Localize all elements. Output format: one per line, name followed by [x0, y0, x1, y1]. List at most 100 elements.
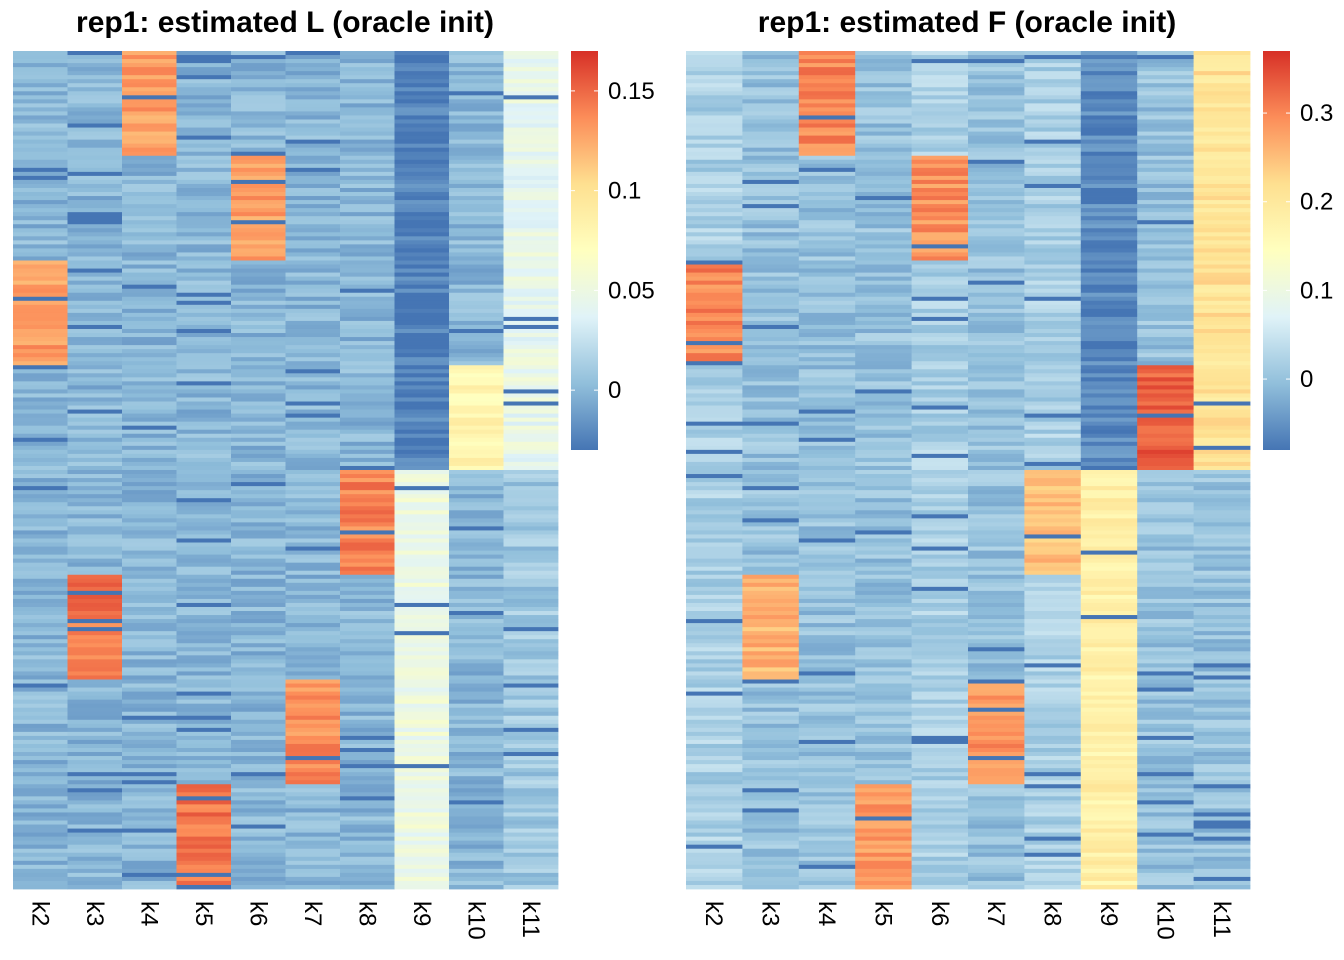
heatmap-cell [911, 659, 969, 664]
heatmap-cell [449, 558, 504, 564]
heatmap-cell [449, 784, 504, 789]
heatmap-cell [67, 99, 123, 104]
heatmap-cell [285, 478, 341, 483]
heatmap-cell [1193, 429, 1251, 435]
heatmap-cell [1193, 675, 1251, 680]
heatmap-cell [1137, 465, 1194, 471]
heatmap-cell [67, 75, 123, 80]
heatmap-cell [742, 151, 800, 157]
heatmap-cell [176, 429, 232, 435]
heatmap-cell [122, 397, 177, 402]
heatmap-cell [1080, 574, 1138, 580]
heatmap-cell [449, 465, 504, 471]
heatmap-cell [968, 95, 1025, 100]
heatmap-cell [968, 212, 1025, 217]
heatmap-cell [285, 453, 341, 459]
heatmap-cell [1080, 880, 1138, 886]
heatmap-cell [911, 482, 969, 487]
heatmap-cell [742, 175, 800, 181]
heatmap-cell [1024, 71, 1082, 76]
heatmap-cell [340, 67, 395, 72]
heatmap-cell [1193, 478, 1251, 483]
heatmap-cell [231, 192, 286, 197]
heatmap-cell [176, 401, 232, 406]
heatmap-cell [968, 623, 1025, 628]
heatmap-cell [503, 397, 559, 402]
heatmap-cell [13, 171, 68, 177]
heatmap-cell [340, 171, 395, 177]
heatmap-cell [122, 284, 177, 290]
heatmap-cell [176, 792, 232, 797]
heatmap-cell [449, 413, 504, 419]
heatmap-cell [686, 635, 743, 640]
heatmap-cell [686, 308, 743, 314]
heatmap-cell [855, 868, 912, 874]
heatmap-cell [968, 413, 1025, 419]
heatmap-cell [394, 723, 450, 729]
heatmap-cell [67, 288, 123, 294]
heatmap-cell [911, 107, 969, 112]
heatmap-cell [968, 417, 1025, 423]
heatmap-cell [176, 558, 232, 564]
heatmap-cell [1024, 272, 1082, 278]
heatmap-cell [231, 752, 286, 757]
heatmap-cell [1193, 139, 1251, 145]
heatmap-cell [1193, 449, 1251, 455]
heatmap-cell [686, 627, 743, 632]
heatmap-cell [176, 244, 232, 249]
heatmap-cell [968, 75, 1025, 80]
heatmap-cell [67, 776, 123, 781]
heatmap-cell [503, 163, 559, 169]
heatmap-cell [798, 204, 856, 209]
chart-title-l: rep1: estimated L (oracle init) [76, 6, 494, 39]
heatmap-cell [968, 159, 1025, 165]
heatmap-cell [1137, 518, 1194, 523]
heatmap-cell [855, 675, 912, 680]
heatmap-cell [968, 498, 1025, 503]
heatmap-cell [1137, 324, 1194, 330]
heatmap-cell [968, 711, 1025, 717]
heatmap-cell [67, 63, 123, 68]
heatmap-cell [176, 99, 232, 104]
heatmap-cell [1080, 300, 1138, 306]
heatmap-cell [13, 320, 68, 326]
heatmap-cell [1137, 179, 1194, 185]
heatmap-cell [394, 611, 450, 616]
heatmap-cell [968, 574, 1025, 580]
heatmap-cell [122, 228, 177, 233]
heatmap-cell [911, 445, 969, 451]
heatmap-cell [855, 357, 912, 362]
heatmap-cell [1080, 357, 1138, 362]
heatmap-cell [340, 260, 395, 265]
heatmap-cell [911, 341, 969, 346]
heatmap-cell [1137, 308, 1194, 314]
heatmap-cell [67, 590, 123, 596]
heatmap-cell [285, 385, 341, 390]
heatmap-cell [231, 421, 286, 427]
heatmap-cell [503, 747, 559, 753]
heatmap-cell [798, 260, 856, 265]
heatmap-cell [855, 590, 912, 596]
heatmap-cell [449, 530, 504, 535]
heatmap-cell [503, 594, 559, 600]
heatmap-cell [1137, 413, 1194, 419]
heatmap-cell [13, 71, 68, 76]
heatmap-cell [1024, 631, 1082, 636]
heatmap-cell [968, 687, 1025, 692]
heatmap-cell [911, 333, 969, 338]
heatmap-cell [231, 171, 286, 177]
heatmap-cell [394, 75, 450, 80]
heatmap-cell [13, 747, 68, 753]
heatmap-cell [231, 764, 286, 769]
heatmap-cell [1024, 848, 1082, 854]
heatmap-cell [686, 292, 743, 298]
heatmap-cell [122, 461, 177, 467]
heatmap-cell [855, 679, 912, 684]
heatmap-cell [1024, 695, 1082, 701]
heatmap-cell [1024, 216, 1082, 221]
heatmap-cell [394, 679, 450, 684]
heatmap-cell [394, 208, 450, 213]
heatmap-cell [340, 655, 395, 660]
heatmap-cell [1024, 474, 1082, 479]
heatmap-cell [1193, 498, 1251, 503]
